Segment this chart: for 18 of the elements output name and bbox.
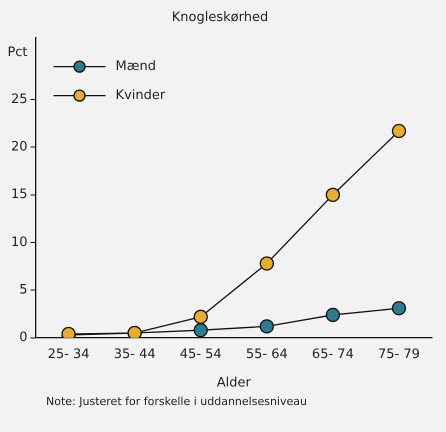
- x-tick-label: 65- 74: [312, 346, 354, 362]
- x-axis-title: Alder: [216, 376, 252, 391]
- y-tick-label: 20: [10, 140, 28, 155]
- x-tick-label: 35- 44: [114, 346, 156, 362]
- y-tick-label: 25: [10, 92, 28, 107]
- y-tick-label: 10: [10, 234, 28, 250]
- y-tick-label: 5: [19, 282, 28, 298]
- x-tick-label: 45- 54: [180, 346, 222, 362]
- x-tick-label: 25- 34: [48, 346, 90, 362]
- y-tick-label: 15: [10, 187, 28, 202]
- y-tick-label: 0: [19, 330, 28, 346]
- x-tick-label: 75- 79: [378, 346, 420, 362]
- x-tick-label: 55- 64: [246, 346, 288, 362]
- chart-title: Knogleskørhed: [172, 10, 268, 26]
- text: Note: Justeret for forskelle i uddannelsesniveau: [45, 395, 308, 408]
- legend-label: Kvinder: [116, 88, 166, 103]
- y-axis-title: Pct: [7, 44, 28, 60]
- legend-label: Mænd: [116, 58, 156, 74]
